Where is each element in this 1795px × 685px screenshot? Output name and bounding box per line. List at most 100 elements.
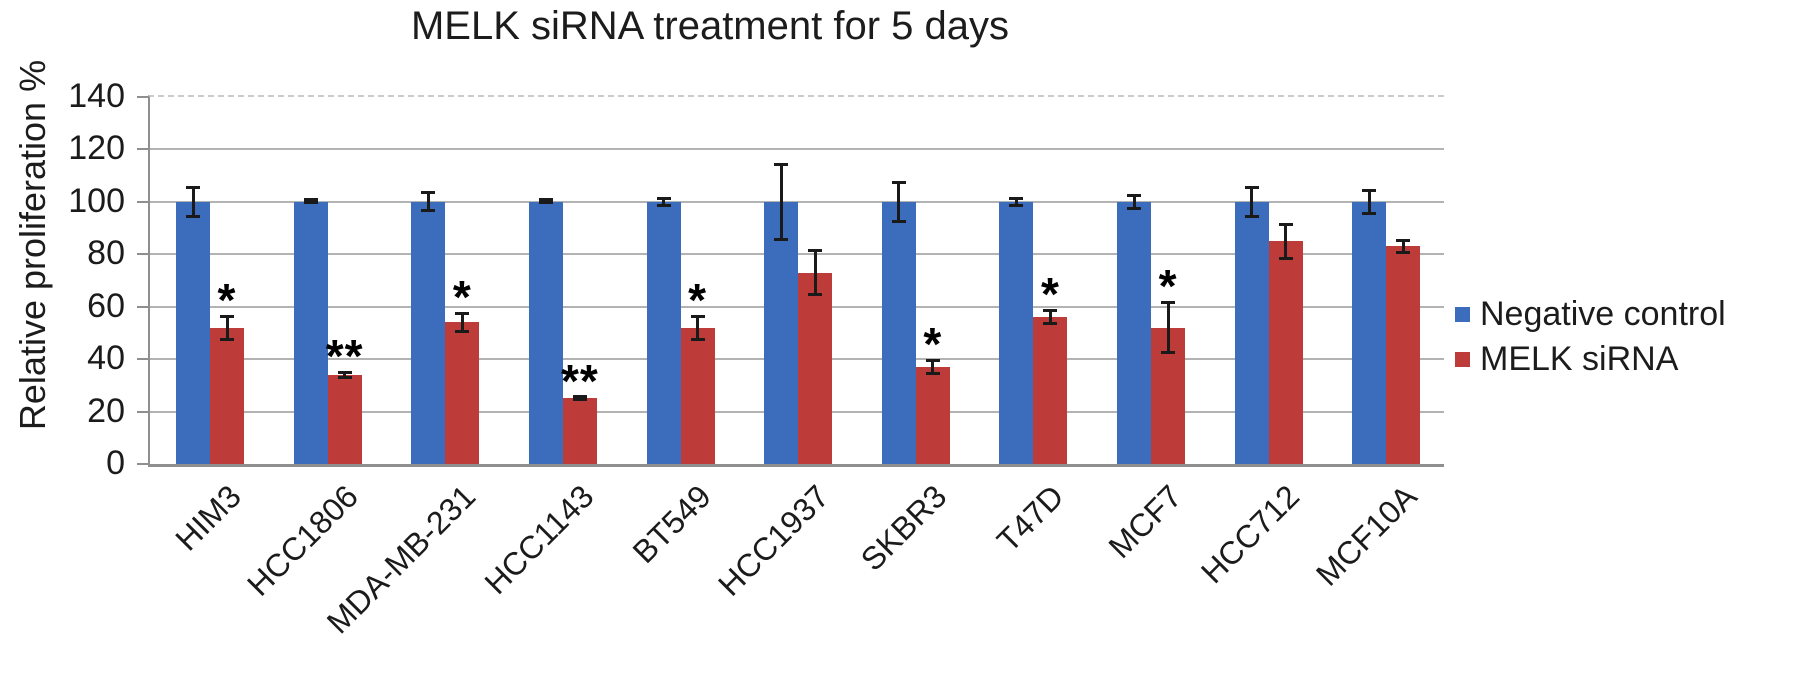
x-tick-label: MCF7 — [1101, 478, 1189, 566]
y-tick-mark — [137, 305, 148, 308]
error-bar-stem — [1166, 304, 1170, 351]
legend: Negative control MELK siRNA — [1455, 295, 1726, 385]
x-tick-label: T47D — [990, 478, 1071, 559]
error-bar-stem — [191, 189, 195, 215]
bar-melk-sirna — [445, 322, 480, 464]
bar-negative-control — [1352, 201, 1387, 464]
error-bar — [774, 162, 789, 242]
error-bar — [1127, 194, 1142, 210]
significance-marker: * — [1041, 268, 1060, 321]
legend-swatch — [1455, 351, 1470, 367]
legend-item-negative-control: Negative control — [1455, 295, 1726, 333]
chart-title: MELK siRNA treatment for 5 days — [410, 4, 1009, 48]
error-bar-stem — [696, 317, 700, 338]
error-bar — [421, 191, 436, 213]
x-tick-label: HCC1143 — [477, 478, 601, 602]
bar-melk-sirna — [1033, 317, 1068, 464]
error-bar-stem — [426, 194, 430, 210]
error-bar — [891, 180, 906, 223]
y-tick-mark — [137, 148, 148, 151]
y-tick-label: 100 — [68, 181, 125, 220]
significance-marker: ** — [325, 329, 364, 382]
significance-marker: * — [452, 270, 472, 323]
error-bar — [1396, 238, 1411, 255]
bar-negative-control — [881, 201, 916, 464]
error-bar — [1244, 186, 1259, 218]
x-tick-label: HCC712 — [1193, 478, 1307, 591]
y-tick-label: 140 — [68, 77, 125, 115]
x-tick-label: MCF10A — [1309, 478, 1424, 593]
error-bar-stem — [1132, 197, 1136, 207]
error-bar-stem — [1014, 199, 1018, 205]
x-tick-label: HIM3 — [167, 478, 248, 558]
significance-marker: * — [217, 273, 237, 326]
error-bar — [1278, 222, 1293, 260]
error-bar — [808, 249, 823, 297]
legend-item-melk-sirna: MELK siRNA — [1455, 340, 1726, 378]
bar-melk-sirna — [327, 374, 362, 464]
x-tick-label: HCC1937 — [710, 478, 836, 603]
error-bar — [1362, 188, 1377, 215]
error-bar — [186, 186, 200, 218]
bar-negative-control — [411, 201, 446, 464]
error-bar-stem — [343, 373, 347, 376]
bar-melk-sirna — [210, 327, 244, 464]
error-bar — [538, 198, 553, 205]
error-bar — [925, 359, 940, 375]
significance-marker: * — [923, 318, 943, 371]
bar-melk-sirna — [1386, 246, 1421, 464]
y-tick-mark — [137, 358, 148, 361]
error-bar-stem — [225, 317, 229, 338]
y-tick-mark — [137, 253, 148, 256]
y-tick-mark — [137, 200, 148, 203]
legend-swatch — [1455, 306, 1470, 322]
plot-area: 0 20 40 60 80 100 120 140 * HIM3 ** HCC1806 * MDA-MB-… — [68, 77, 1444, 641]
significance-marker: ** — [561, 354, 599, 407]
bar-melk-sirna — [915, 367, 950, 464]
bar-negative-control — [528, 201, 563, 464]
error-bar-stem — [662, 199, 666, 205]
error-bar-stem — [779, 165, 783, 239]
bar-melk-sirna — [562, 398, 597, 464]
bar-negative-control — [646, 201, 681, 464]
y-tick-mark — [137, 96, 148, 98]
bar-negative-control — [293, 201, 328, 464]
bar-melk-sirna — [798, 272, 833, 464]
error-bar — [337, 370, 352, 379]
legend-label: MELK siRNA — [1480, 339, 1679, 378]
y-tick-label: 20 — [87, 391, 125, 430]
error-bar-stem — [1401, 241, 1405, 252]
y-tick-mark — [137, 410, 148, 413]
x-tick-label: SKBR3 — [853, 478, 954, 578]
error-bar-stem — [813, 252, 817, 294]
y-tick-label: 0 — [106, 444, 125, 482]
error-bar-stem — [1250, 189, 1254, 215]
error-bar — [656, 196, 671, 208]
error-bar-stem — [931, 362, 935, 372]
y-tick-label: 40 — [87, 339, 125, 378]
error-bar — [1161, 301, 1176, 354]
error-bar-stem — [1367, 191, 1371, 212]
y-tick-label: 60 — [87, 286, 125, 325]
error-bar — [572, 395, 587, 402]
y-tick-label: 120 — [68, 129, 125, 168]
y-tick-mark — [137, 463, 148, 465]
gridline-100 — [150, 200, 1444, 203]
x-tick-label: HCC1806 — [240, 478, 366, 603]
bar-negative-control — [764, 201, 799, 464]
bar-negative-control — [176, 201, 210, 464]
gridline-120 — [150, 148, 1444, 151]
error-bar — [690, 314, 705, 341]
significance-marker: * — [1158, 260, 1178, 313]
x-tick-label: BT549 — [625, 478, 719, 571]
y-tick-label: 80 — [87, 234, 125, 273]
error-bar — [303, 198, 318, 205]
error-bar-stem — [1048, 312, 1052, 323]
bar-melk-sirna — [1268, 241, 1303, 464]
error-bar — [1009, 196, 1024, 208]
error-bar-stem — [460, 314, 464, 330]
error-bar — [455, 311, 470, 333]
error-bar-stem — [1284, 225, 1288, 257]
error-bar — [1043, 309, 1058, 326]
